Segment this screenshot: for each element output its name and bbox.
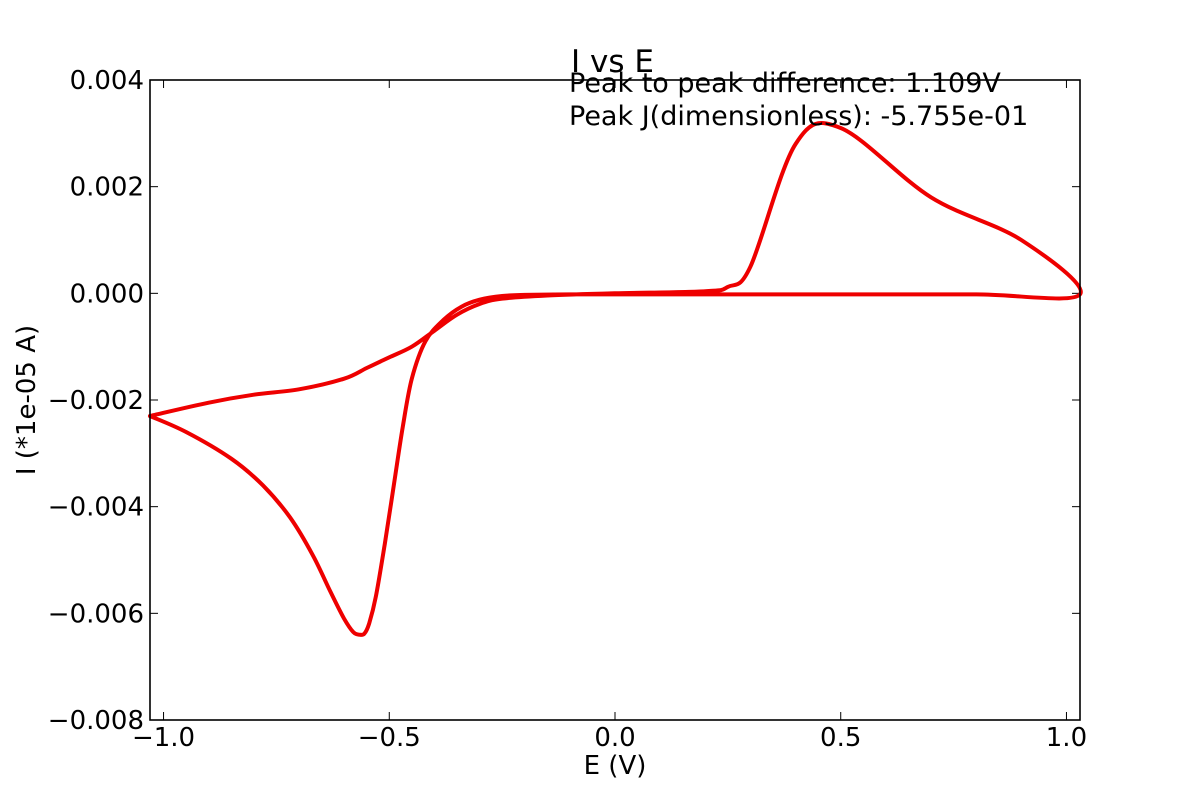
y-tick-label: −0.002 — [48, 386, 144, 416]
plot-frame — [149, 79, 1081, 721]
x-tick-label: −0.5 — [358, 723, 421, 753]
x-tick-label: −1.0 — [132, 723, 195, 753]
chart-title: I vs E — [571, 44, 654, 80]
y-tick-label: −0.004 — [48, 493, 144, 523]
series-group — [148, 121, 1083, 637]
y-tick-label: −0.008 — [48, 706, 144, 736]
y-tick-label: 0.000 — [70, 279, 144, 309]
y-tick-label: 0.004 — [70, 66, 144, 96]
x-tick-label: 0.0 — [594, 723, 635, 753]
x-tick-label: 1.0 — [1046, 723, 1087, 753]
cv-series-line — [148, 121, 1083, 637]
peak-j-annotation: Peak J(dimensionless): -5.755e-01 — [569, 101, 1028, 132]
y-tick-label: −0.006 — [48, 599, 144, 629]
axis-tick-labels: −1.0 −0.5 0.0 0.5 1.0 0.004 0.002 0.000 −0.002 −0… — [48, 66, 1087, 753]
y-axis-label: I (*1e-05 A) — [12, 325, 42, 475]
x-tick-label: 0.5 — [820, 723, 861, 753]
x-axis-label: E (V) — [584, 751, 647, 781]
plot-area — [150, 80, 1080, 720]
y-tick-label: 0.002 — [70, 173, 144, 203]
peak-to-peak-annotation: Peak to peak difference: 1.109V — [569, 68, 1001, 99]
